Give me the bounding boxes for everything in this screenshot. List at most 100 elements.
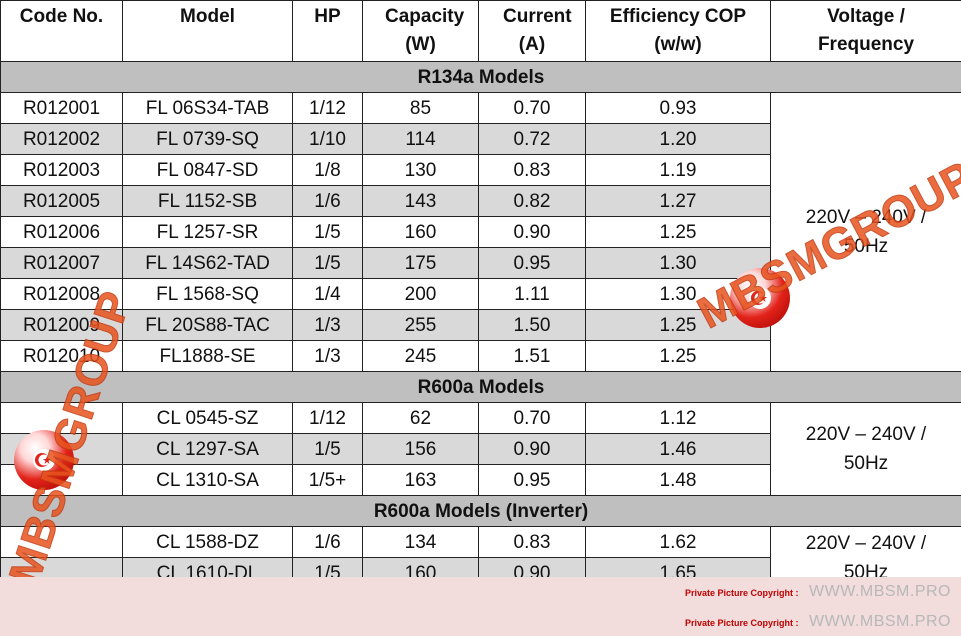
cell-hp: 1/12 [292, 92, 363, 124]
cell-capacity: 245 [362, 340, 479, 372]
cell-hp: 1/5 [292, 216, 363, 248]
cell-current: 0.72 [478, 123, 586, 155]
cell-hp: 1/12 [292, 402, 363, 434]
cell-cop: 1.20 [585, 123, 771, 155]
cell-cop: 1.30 [585, 247, 771, 279]
cell-hp: 1/10 [292, 123, 363, 155]
cell-capacity: 156 [362, 433, 479, 465]
cell-cop: 1.12 [585, 402, 771, 434]
cell-model: CL 1310-SA [122, 464, 293, 496]
cell-model: FL 20S88-TAC [122, 309, 293, 341]
cell-model: FL 0739-SQ [122, 123, 293, 155]
table-row: R012007 FL 14S62-TAD 1/5 175 0.95 1.30 [0, 247, 961, 279]
cell-model: FL 1152-SB [122, 185, 293, 217]
cell-capacity: 200 [362, 278, 479, 310]
cell-current: 1.50 [478, 309, 586, 341]
cell-hp: 1/5+ [292, 464, 363, 496]
cell-capacity: 130 [362, 154, 479, 186]
cell-capacity: 160 [362, 216, 479, 248]
cell-cop: 1.19 [585, 154, 771, 186]
cell-cop: 1.48 [585, 464, 771, 496]
cell-voltage: 220V – 240V / 50Hz [770, 92, 961, 372]
cell-hp: 1/3 [292, 340, 363, 372]
cell-code: R012001 [0, 92, 123, 124]
cell-capacity: 143 [362, 185, 479, 217]
cell-hp: 1/5 [292, 247, 363, 279]
cell-model: CL 0545-SZ [122, 402, 293, 434]
table-row: R012008 FL 1568-SQ 1/4 200 1.11 1.30 [0, 278, 961, 310]
cell-cop: 1.62 [585, 526, 771, 558]
cell-hp: 1/6 [292, 526, 363, 558]
cell-capacity: 134 [362, 526, 479, 558]
copyright-line: Private Picture Copyright : WWW.MBSM.PRO [685, 613, 951, 631]
cell-model: FL 06S34-TAB [122, 92, 293, 124]
cell-code [0, 526, 123, 558]
cell-hp: 1/6 [292, 185, 363, 217]
table-row: R012006 FL 1257-SR 1/5 160 0.90 1.25 [0, 216, 961, 248]
cell-capacity: 255 [362, 309, 479, 341]
table-row: CL 0545-SZ 1/12 62 0.70 1.12 220V – 240V / 50… [0, 402, 961, 496]
cell-hp: 1/4 [292, 278, 363, 310]
cell-voltage: 220V – 240V / 50Hz [770, 402, 961, 496]
crescent-star-icon [749, 287, 771, 309]
cell-model: CL 1588-DZ [122, 526, 293, 558]
cell-hp: 1/5 [292, 433, 363, 465]
cell-current: 1.11 [478, 278, 586, 310]
section-header-row: R600a Models [0, 371, 961, 403]
header-cop: Efficiency COP (w/w) [585, 0, 771, 62]
cell-cop: 1.46 [585, 433, 771, 465]
tunisia-flag-badge [14, 430, 74, 490]
copyright-site: WWW.MBSM.PRO [809, 613, 951, 630]
cell-current: 0.70 [478, 402, 586, 434]
header-code: Code No. [0, 0, 123, 62]
cell-current: 0.90 [478, 433, 586, 465]
cell-capacity: 175 [362, 247, 479, 279]
header-current: Current (A) [478, 0, 586, 62]
table-row: R012005 FL 1152-SB 1/6 143 0.82 1.27 [0, 185, 961, 217]
cell-hp: 1/8 [292, 154, 363, 186]
cell-cop: 1.27 [585, 185, 771, 217]
table-row: CL 1588-DZ 1/6 134 0.83 1.62 220V – 240V / 50… [0, 526, 961, 589]
copyright-label: Private Picture Copyright : [684, 618, 799, 628]
copyright-label: Private Picture Copyright : [684, 588, 799, 598]
copyright-footer: Private Picture Copyright : WWW.MBSM.PRO… [0, 577, 961, 636]
cell-current: 0.95 [478, 247, 586, 279]
cell-capacity: 85 [362, 92, 479, 124]
section-title: R134a Models [0, 61, 961, 93]
cell-capacity: 62 [362, 402, 479, 434]
cell-model: FL 0847-SD [122, 154, 293, 186]
table-row: R012001 FL 06S34-TAB 1/12 85 0.70 0.93 220V – … [0, 92, 961, 372]
cell-code: R012003 [0, 154, 123, 186]
cell-model: FL 1568-SQ [122, 278, 293, 310]
cell-code: R012006 [0, 216, 123, 248]
table-row: R012009 FL 20S88-TAC 1/3 255 1.50 1.25 [0, 309, 961, 341]
cell-model: FL 1257-SR [122, 216, 293, 248]
header-capacity: Capacity (W) [362, 0, 479, 62]
cell-capacity: 163 [362, 464, 479, 496]
cell-code: R012007 [0, 247, 123, 279]
section-header-row: R600a Models (Inverter) [0, 495, 961, 527]
table-row: R012002 FL 0739-SQ 1/10 114 0.72 1.20 [0, 123, 961, 155]
section-header-row: R134a Models [0, 61, 961, 93]
cell-model: FL1888-SE [122, 340, 293, 372]
cell-code: R012002 [0, 123, 123, 155]
cell-current: 1.51 [478, 340, 586, 372]
header-row: Code No. Model HP Capacity (W) Current (… [0, 0, 961, 62]
cell-cop: 0.93 [585, 92, 771, 124]
section-title: R600a Models [0, 371, 961, 403]
cell-code: R012005 [0, 185, 123, 217]
compressor-spec-table: Code No. Model HP Capacity (W) Current (… [0, 0, 961, 589]
cell-cop: 1.25 [585, 340, 771, 372]
cell-capacity: 114 [362, 123, 479, 155]
crescent-star-icon [33, 449, 55, 471]
cell-current: 0.70 [478, 92, 586, 124]
cell-model: FL 14S62-TAD [122, 247, 293, 279]
cell-cop: 1.25 [585, 216, 771, 248]
table-row: CL 1297-SA 1/5 156 0.90 1.46 [0, 433, 961, 465]
table-row: R012010 FL1888-SE 1/3 245 1.51 1.25 [0, 340, 961, 372]
cell-current: 0.90 [478, 216, 586, 248]
cell-code: R012009 [0, 309, 123, 341]
cell-hp: 1/3 [292, 309, 363, 341]
header-model: Model [122, 0, 293, 62]
cell-current: 0.82 [478, 185, 586, 217]
